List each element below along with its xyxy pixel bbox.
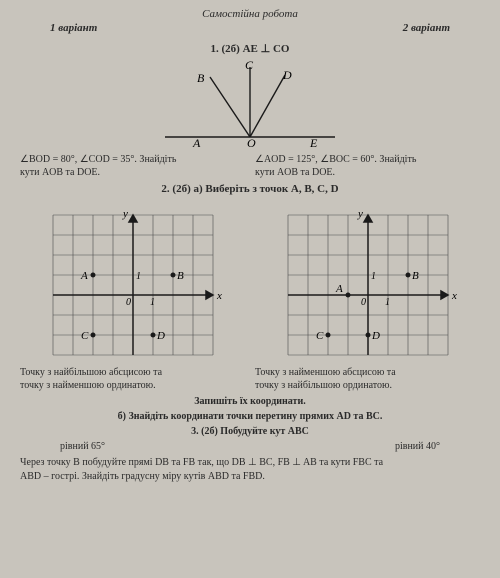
desc-col1: Точку з найбільшою абсцисою та точку з н… bbox=[20, 366, 245, 392]
problem-2b: б) Знайдіть координати точки перетину пр… bbox=[20, 411, 480, 422]
svg-text:D: D bbox=[156, 330, 165, 342]
grids-row: x y 0 1 1 A B C D bbox=[20, 199, 480, 366]
col1-line2: кути AOB та DOE. bbox=[20, 166, 245, 179]
label-E: E bbox=[309, 136, 318, 149]
label-D: D bbox=[282, 68, 292, 82]
svg-text:D: D bbox=[371, 330, 380, 342]
bottom-text: Через точку B побудуйте прямі DB та FB т… bbox=[20, 456, 480, 483]
variant-header: 1 варіант 2 варіант bbox=[20, 22, 480, 38]
svg-text:1: 1 bbox=[136, 271, 141, 282]
label-C: C bbox=[245, 59, 254, 72]
svg-text:y: y bbox=[357, 208, 363, 220]
coordinate-grid-2: x y 0 1 1 A B C D bbox=[278, 205, 458, 360]
svg-text:C: C bbox=[316, 330, 324, 342]
svg-text:C: C bbox=[81, 330, 89, 342]
col2-line1: ∠AOD = 125°, ∠BOC = 60°. Знайдіть bbox=[255, 153, 480, 166]
desc2-line2: точку з найбільшою ординатою. bbox=[255, 379, 480, 392]
title-top: Самостійна робота bbox=[20, 8, 480, 20]
svg-text:A: A bbox=[335, 283, 343, 295]
svg-text:1: 1 bbox=[385, 297, 390, 308]
desc-col2: Точку з найменшою абсцисою та точку з на… bbox=[255, 366, 480, 392]
svg-text:x: x bbox=[216, 290, 222, 302]
svg-text:0: 0 bbox=[361, 297, 366, 308]
problem-1-title: 1. (2б) AE ⊥ CO bbox=[20, 42, 480, 55]
svg-text:0: 0 bbox=[126, 297, 131, 308]
bottom-line1: Через точку B побудуйте прямі DB та FB т… bbox=[20, 456, 480, 470]
svg-text:A: A bbox=[80, 270, 88, 282]
desc1-line2: точку з найменшою ординатою. bbox=[20, 379, 245, 392]
svg-text:y: y bbox=[122, 208, 128, 220]
col2-line2: кути AOB та DOE. bbox=[255, 166, 480, 179]
write-coords: Запишіть їх координати. bbox=[20, 396, 480, 407]
label-A: A bbox=[192, 136, 201, 149]
desc1-line1: Точку з найбільшою абсцисою та bbox=[20, 366, 245, 379]
angle-65: рівний 65° bbox=[60, 441, 105, 452]
svg-text:1: 1 bbox=[150, 297, 155, 308]
problem-2-descriptions: Точку з найбільшою абсцисою та точку з н… bbox=[20, 366, 480, 392]
label-B: B bbox=[197, 71, 205, 85]
angle-row: рівний 65° рівний 40° bbox=[20, 441, 480, 452]
svg-text:x: x bbox=[451, 290, 457, 302]
col1-line1: ∠BOD = 80°, ∠COD = 35°. Знайдіть bbox=[20, 153, 245, 166]
problem-2-title: 2. (2б) a) Виберіть з точок A, B, C, D bbox=[20, 183, 480, 195]
variant-2-label: 2 варіант bbox=[403, 22, 450, 34]
svg-text:B: B bbox=[412, 270, 419, 282]
angle-diagram: B C D A O E bbox=[155, 59, 345, 149]
svg-text:1: 1 bbox=[371, 271, 376, 282]
angle-40: рівний 40° bbox=[395, 441, 440, 452]
grid1-col: x y 0 1 1 A B C D bbox=[20, 199, 245, 366]
coordinate-grid-1: x y 0 1 1 A B C D bbox=[43, 205, 223, 360]
variant-1-label: 1 варіант bbox=[50, 22, 97, 34]
grid2-col: x y 0 1 1 A B C D bbox=[255, 199, 480, 366]
label-O: O bbox=[247, 136, 256, 149]
problem-3-title: 3. (2б) Побудуйте кут ABC bbox=[20, 426, 480, 437]
problem-1-col2: ∠AOD = 125°, ∠BOC = 60°. Знайдіть кути A… bbox=[255, 153, 480, 179]
problem-1-columns: ∠BOD = 80°, ∠COD = 35°. Знайдіть кути AO… bbox=[20, 153, 480, 179]
svg-text:B: B bbox=[177, 270, 184, 282]
bottom-line2: ABD – гострі. Знайдіть градусну міру кут… bbox=[20, 470, 480, 484]
desc2-line1: Точку з найменшою абсцисою та bbox=[255, 366, 480, 379]
problem-1-col1: ∠BOD = 80°, ∠COD = 35°. Знайдіть кути AO… bbox=[20, 153, 245, 179]
